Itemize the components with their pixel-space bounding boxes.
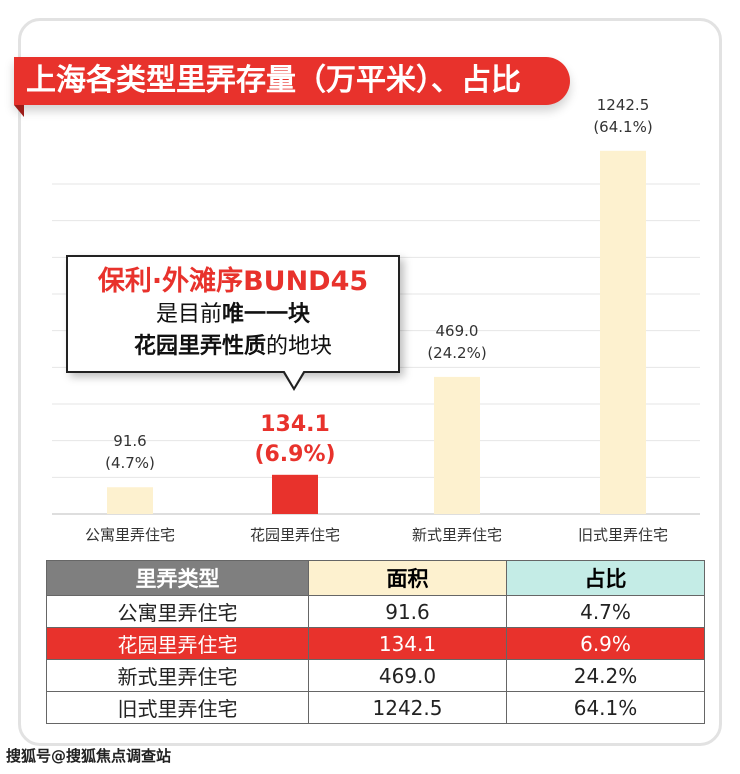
footer-source: 搜狐号@搜狐焦点调查站 [6,747,172,765]
cell-area: 134.1 [308,627,507,660]
bar [600,150,646,515]
callout-line-2: 是目前唯一一块 [68,299,398,331]
data-label-value: 134.1 [260,412,330,437]
callout-line-3: 花园里弄性质的地块 [68,331,398,363]
data-label-value: 91.6 [113,432,146,450]
cell-type: 花园里弄住宅 [46,627,309,660]
bar [434,376,480,514]
data-label-share: (24.2%) [427,344,486,362]
table-row: 花园里弄住宅 134.1 6.9% [46,627,705,660]
callout-line-3-bold: 花园里弄性质 [133,334,266,359]
cell-type: 新式里弄住宅 [46,659,309,692]
bar [272,474,318,514]
cell-type: 旧式里弄住宅 [46,691,309,724]
x-tick-label: 新式里弄住宅 [412,526,502,544]
table-row: 公寓里弄住宅 91.6 4.7% [46,595,705,628]
data-label-share: (64.1%) [593,118,652,136]
x-tick-label: 旧式里弄住宅 [578,526,668,544]
cell-share: 6.9% [506,627,705,660]
cell-area: 1242.5 [308,691,507,724]
table-row: 旧式里弄住宅 1242.5 64.1% [46,691,705,724]
chart-title: 上海各类型里弄存量（万平米）、占比 [26,63,521,98]
cell-area: 91.6 [308,595,507,628]
data-label-share: (6.9%) [254,442,335,467]
data-label-value: 469.0 [436,322,479,340]
data-table: 里弄类型 面积 占比 公寓里弄住宅 91.6 4.7% 花园里弄住宅 134.1… [46,560,705,724]
data-label-share: (4.7%) [105,454,155,472]
header-share: 占比 [506,560,705,596]
callout-line-3-normal: 的地块 [266,334,333,359]
callout-box: 保利·外滩序BUND45 是目前唯一一块 花园里弄性质的地块 [66,255,400,391]
title-banner: 上海各类型里弄存量（万平米）、占比 [14,57,570,117]
cell-share: 24.2% [506,659,705,692]
callout-project-name: 保利·外滩序BUND45 [97,266,369,297]
header-type: 里弄类型 [46,560,309,596]
cell-share: 64.1% [506,691,705,724]
data-label-value: 1242.5 [597,96,650,114]
cell-type: 公寓里弄住宅 [46,595,309,628]
bar [107,487,153,514]
callout-pointer-fill [284,370,304,387]
header-area: 面积 [308,560,507,596]
x-tick-label: 花园里弄住宅 [250,526,340,544]
banner-fold [14,105,24,117]
table-row: 新式里弄住宅 469.0 24.2% [46,659,705,692]
callout-line-2-bold: 唯一一块 [222,302,311,327]
x-tick-label: 公寓里弄住宅 [85,526,175,544]
table-header-row: 里弄类型 面积 占比 [46,560,705,596]
bar-chart: 91.6 (4.7%) 公寓里弄住宅 134.1 (6.9%) 花园里弄住宅 469.0 (2… [52,96,700,544]
cell-share: 4.7% [506,595,705,628]
cell-area: 469.0 [308,659,507,692]
callout-line-2-normal: 是目前 [155,302,222,327]
